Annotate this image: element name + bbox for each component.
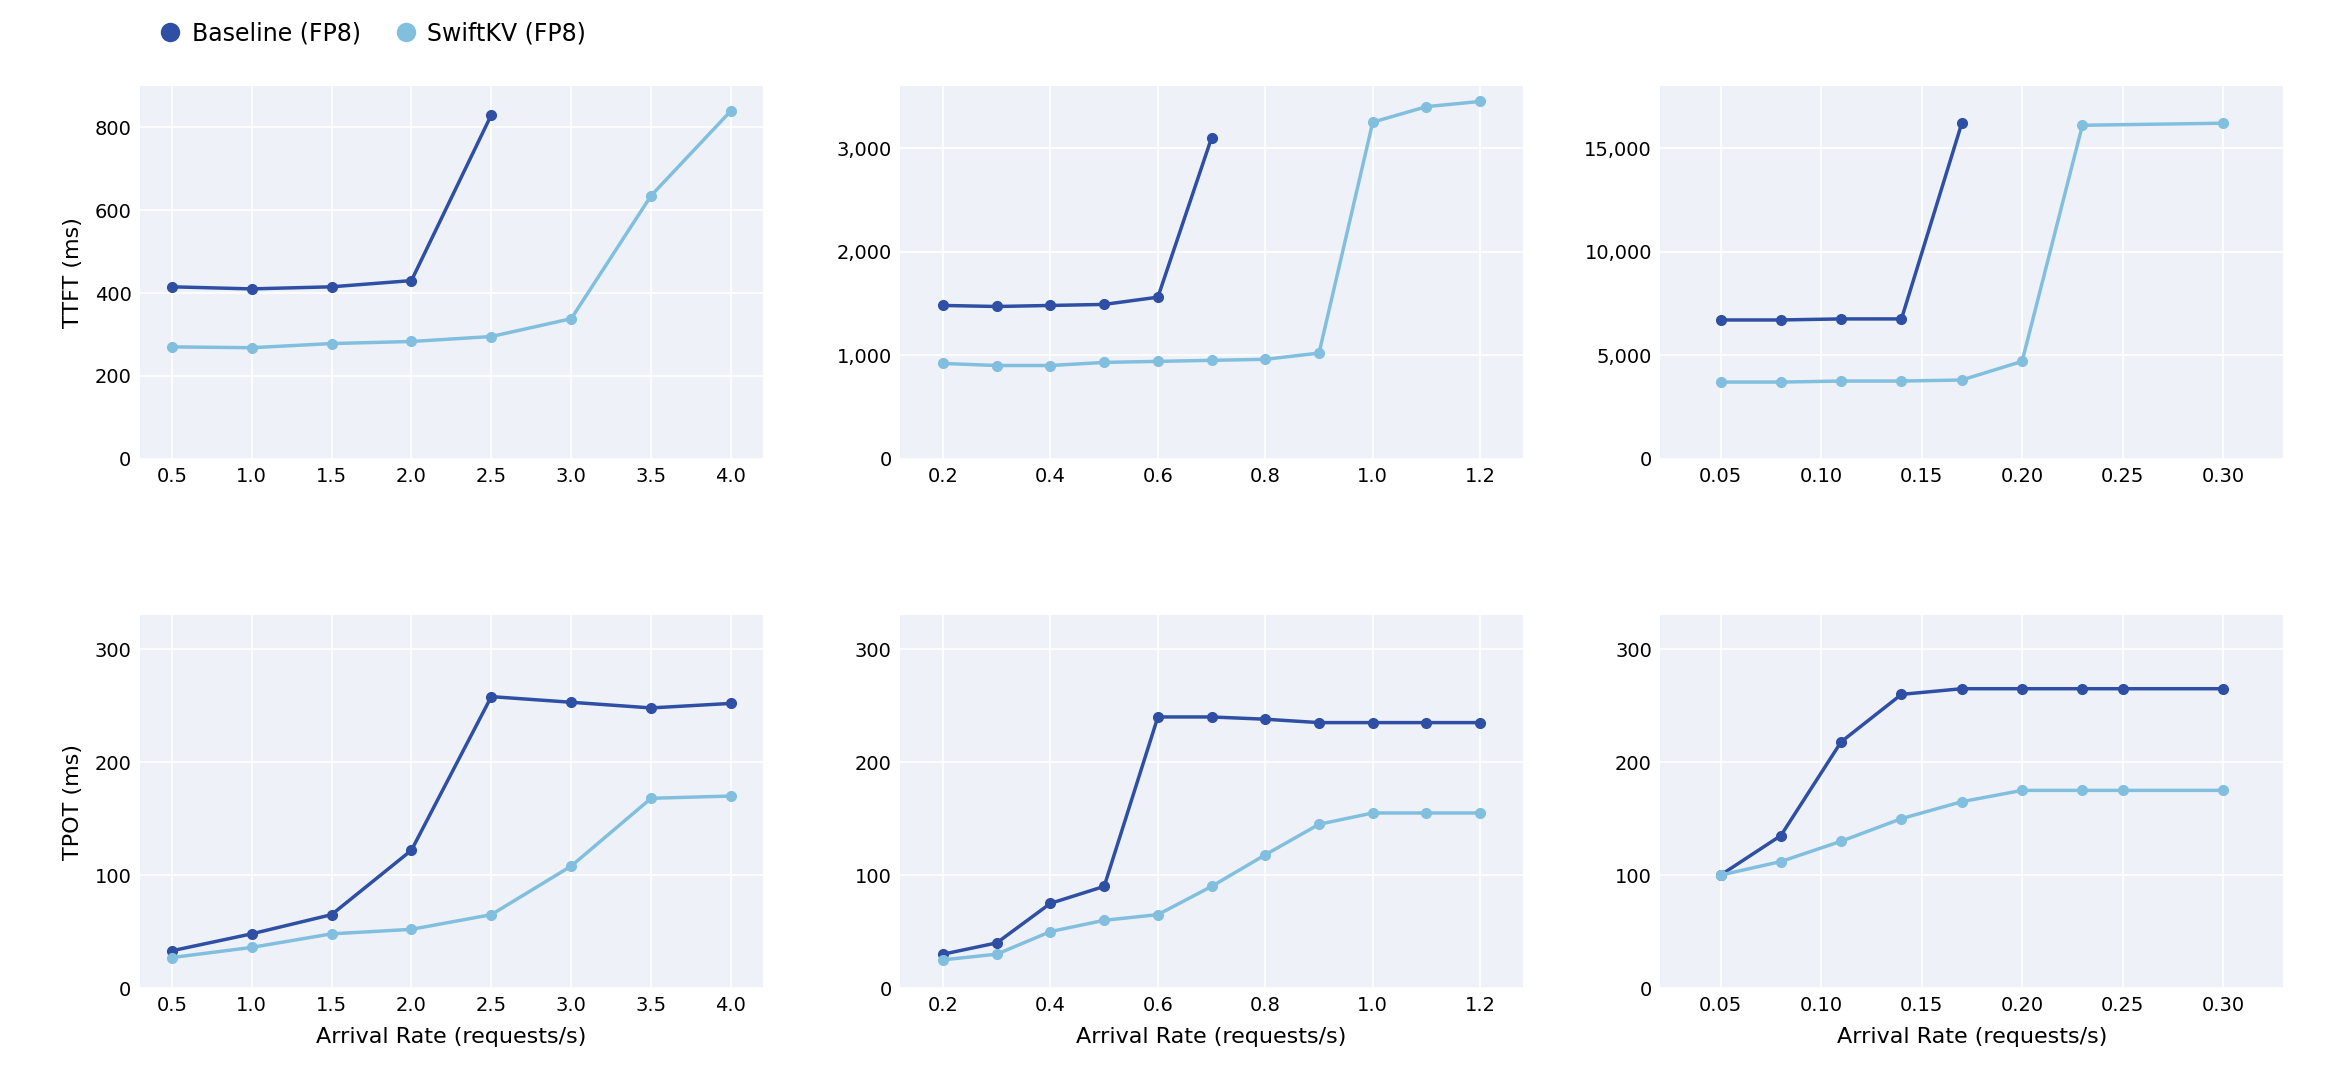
Legend: Baseline (FP8), SwiftKV (FP8): Baseline (FP8), SwiftKV (FP8)	[151, 12, 594, 55]
X-axis label: Arrival Rate (requests/s): Arrival Rate (requests/s)	[1836, 1027, 2106, 1046]
Y-axis label: TPOT (ms): TPOT (ms)	[63, 743, 84, 859]
Y-axis label: TTFT (ms): TTFT (ms)	[63, 217, 84, 328]
X-axis label: Arrival Rate (requests/s): Arrival Rate (requests/s)	[1076, 1027, 1347, 1046]
X-axis label: Arrival Rate (requests/s): Arrival Rate (requests/s)	[317, 1027, 587, 1046]
